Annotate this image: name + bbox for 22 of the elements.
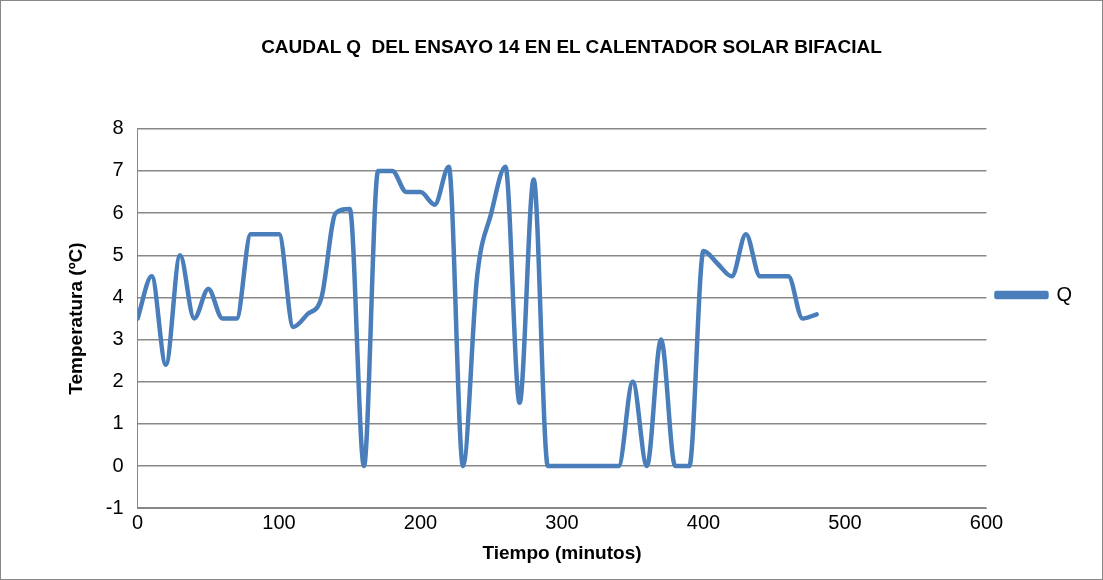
y-tick-label: 8 xyxy=(112,116,124,139)
y-tick-label: 7 xyxy=(112,158,124,181)
y-tick-label: 6 xyxy=(112,200,124,223)
line-series xyxy=(137,164,819,469)
y-tick-label: 2 xyxy=(112,369,124,392)
y-tick-label: 0 xyxy=(112,453,124,476)
y-tick-label: -1 xyxy=(105,495,124,518)
y-tick-label: 5 xyxy=(112,242,124,265)
legend-label: Q xyxy=(1056,282,1073,305)
y-tick-label: 3 xyxy=(112,327,124,350)
x-tick-label: 0 xyxy=(132,510,144,533)
x-axis-title: Tiempo (minutos) xyxy=(482,541,642,563)
x-tick-label: 200 xyxy=(403,510,438,533)
x-tick-label: 400 xyxy=(686,510,721,533)
y-tick-label: 1 xyxy=(112,411,124,434)
y-tick-label: 4 xyxy=(112,284,124,307)
y-axis-title: Temperatura (ºC) xyxy=(64,242,86,395)
x-tick-label: 300 xyxy=(545,510,579,533)
x-tick-label: 600 xyxy=(969,510,1004,533)
chart-title: CAUDAL Q DEL ENSAYO 14 EN EL CALENTADOR SOLAR BIFACIAL xyxy=(261,35,883,57)
x-tick-label: 500 xyxy=(828,510,862,533)
x-tick-label: 100 xyxy=(262,510,296,533)
